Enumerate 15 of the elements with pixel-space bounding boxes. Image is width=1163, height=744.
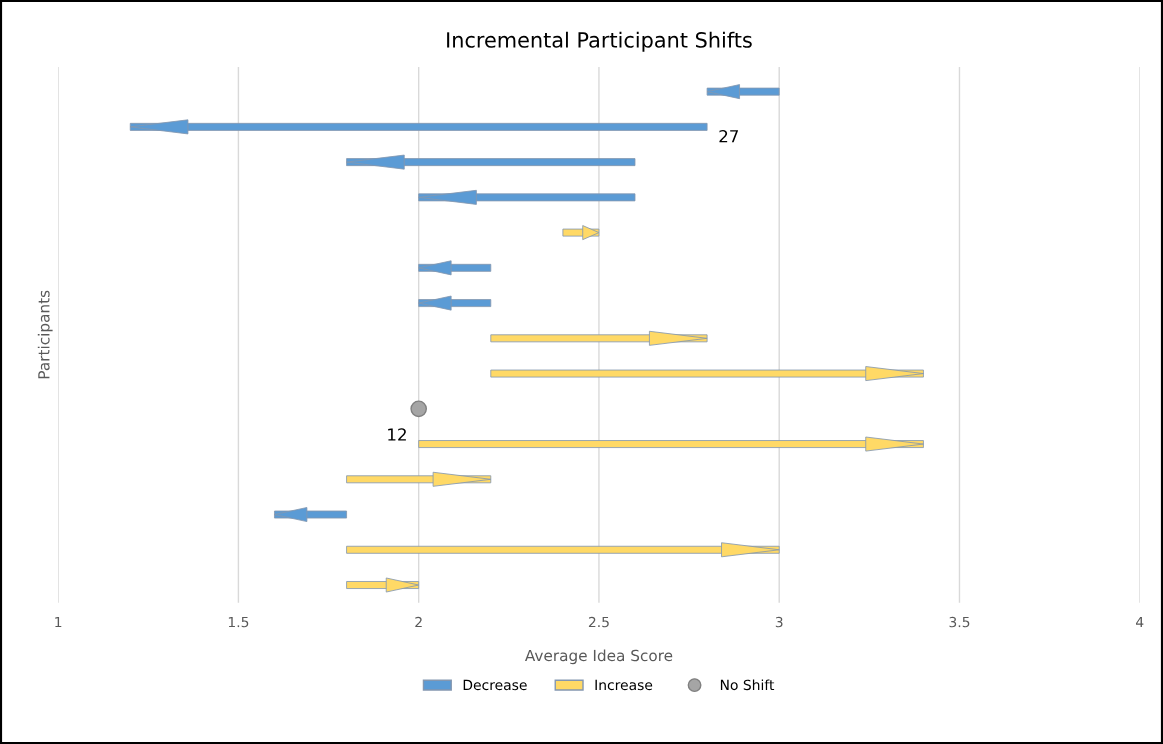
x-tick-label: 1.5 <box>228 616 249 628</box>
x-tick-label: 4 <box>1136 616 1144 628</box>
annotation: 27 <box>719 129 738 143</box>
legend-label: Decrease <box>463 679 527 691</box>
annotation: 12 <box>388 428 406 441</box>
x-tick-label: 2 <box>415 616 422 628</box>
legend-label: Increase <box>595 679 653 691</box>
x-tick-label: 3.5 <box>949 616 970 628</box>
chart-title: Incremental Participant Shifts <box>447 31 752 52</box>
y-axis-title: Participants <box>37 290 53 379</box>
x-axis-title: Average Idea Score <box>524 649 673 665</box>
x-tick-label: 3 <box>775 616 783 628</box>
x-tick-label: 1 <box>55 616 62 628</box>
x-tick-label: 2.5 <box>588 616 609 628</box>
legend-label: No Shift <box>720 679 775 691</box>
